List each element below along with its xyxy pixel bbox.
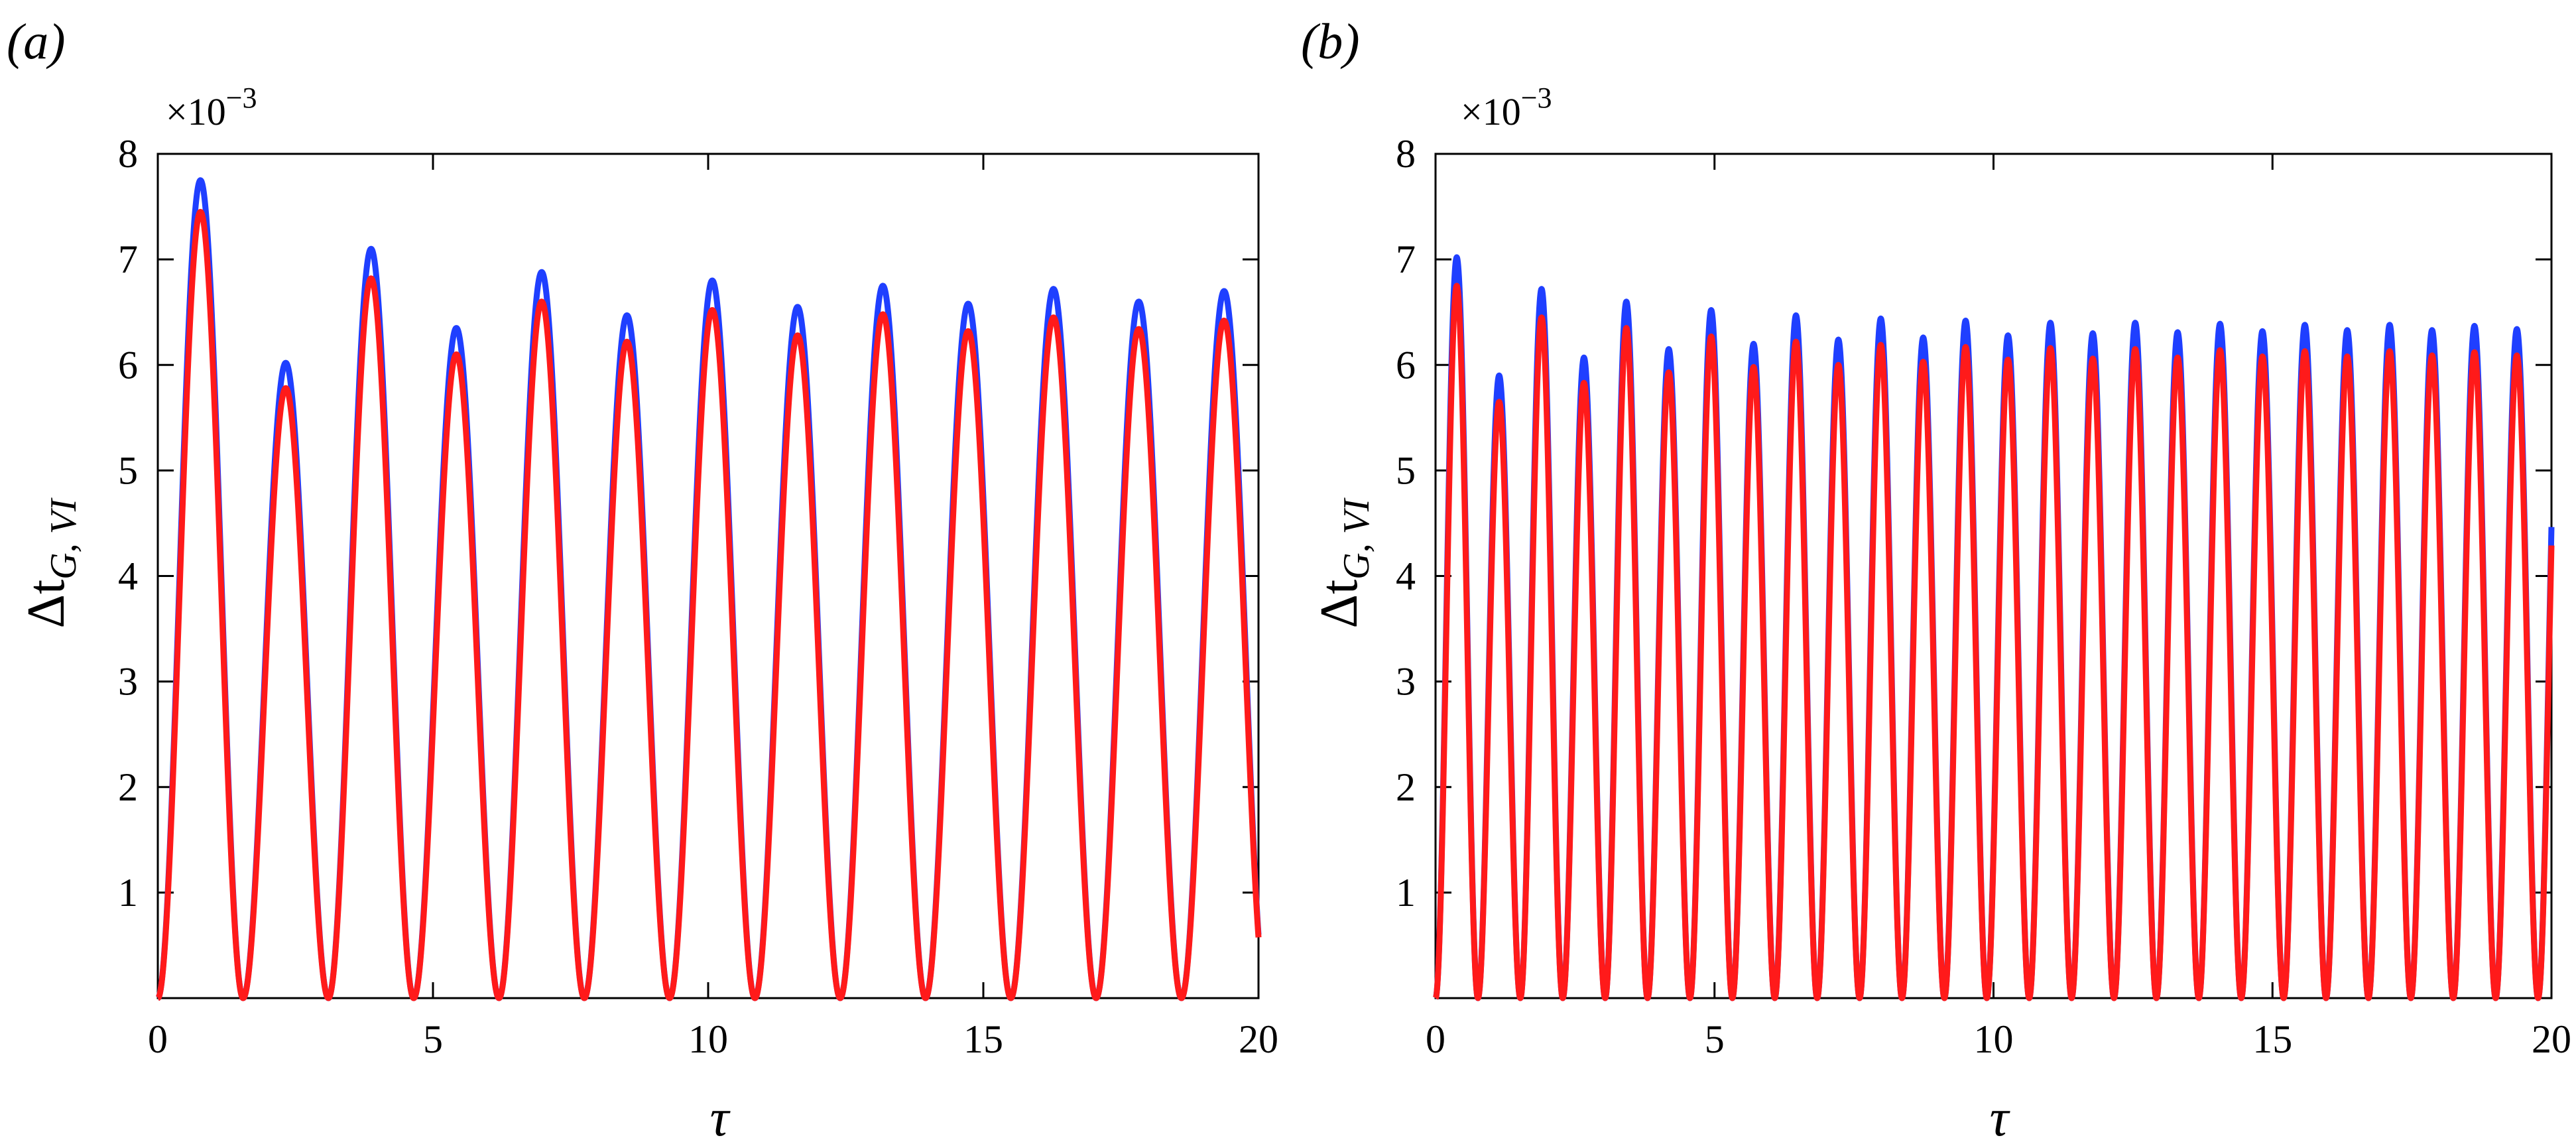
panel-a-xlabel: τ <box>710 1089 731 1147</box>
panel-b-xlabel: τ <box>1990 1089 2011 1147</box>
panel-b: (b) ×10−3 ΔtG, VI τ 0 5 10 15 20 1 2 3 4 5 6 7 8 <box>1301 14 2571 1147</box>
plot-frame <box>156 153 1260 999</box>
y-tick-label: 2 <box>1396 765 1416 809</box>
x-tick-label: 15 <box>2252 1017 2292 1061</box>
y-tick-label: 7 <box>118 237 138 281</box>
panel-b-exponent: ×10−3 <box>1461 82 1552 133</box>
panel-a-axes <box>156 153 1260 999</box>
x-tick-label: 20 <box>1239 1017 1278 1061</box>
panel-a-series <box>155 177 1262 1001</box>
x-tick-label: 20 <box>2532 1017 2571 1061</box>
x-tick-label: 10 <box>1974 1017 2014 1061</box>
y-tick-label: 1 <box>118 871 138 915</box>
panel-b-ylabel: ΔtG, VI <box>1310 497 1377 628</box>
panel-a: (a) ×10−3 ΔtG, VI τ 0 5 10 15 20 1 2 3 4 5 6 7 8 <box>7 14 1278 1147</box>
x-tick-label: 0 <box>148 1017 168 1061</box>
y-tick-label: 6 <box>118 343 138 387</box>
y-tick-label: 6 <box>1396 343 1416 387</box>
series-red-line <box>1433 283 2555 1001</box>
series-red-line <box>155 209 1262 1001</box>
y-tick-label: 8 <box>1396 132 1416 176</box>
y-tick-label: 3 <box>118 660 138 704</box>
panel-a-ticks: 0 5 10 15 20 1 2 3 4 5 6 7 8 <box>118 132 1278 1061</box>
panel-a-exponent: ×10−3 <box>166 82 257 133</box>
panel-b-label: (b) <box>1301 14 1360 70</box>
panel-b-ticks: 0 5 10 15 20 1 2 3 4 5 6 7 8 <box>1396 132 2571 1061</box>
y-tick-label: 5 <box>118 448 138 492</box>
y-tick-label: 3 <box>1396 660 1416 704</box>
y-tick-label: 7 <box>1396 237 1416 281</box>
y-tick-label: 8 <box>118 132 138 176</box>
series-blue-line <box>155 177 1262 1001</box>
x-tick-label: 15 <box>963 1017 1003 1061</box>
panel-a-ylabel: ΔtG, VI <box>17 497 84 628</box>
y-tick-label: 5 <box>1396 448 1416 492</box>
x-tick-label: 10 <box>688 1017 728 1061</box>
x-tick-label: 5 <box>1705 1017 1725 1061</box>
y-tick-label: 4 <box>118 554 138 598</box>
panel-a-label: (a) <box>7 14 66 70</box>
x-tick-label: 5 <box>423 1017 443 1061</box>
panel-b-series <box>1433 254 2555 1001</box>
y-tick-label: 2 <box>118 765 138 809</box>
y-tick-label: 1 <box>1396 871 1416 915</box>
y-tick-label: 4 <box>1396 554 1416 598</box>
x-tick-label: 0 <box>1426 1017 1445 1061</box>
